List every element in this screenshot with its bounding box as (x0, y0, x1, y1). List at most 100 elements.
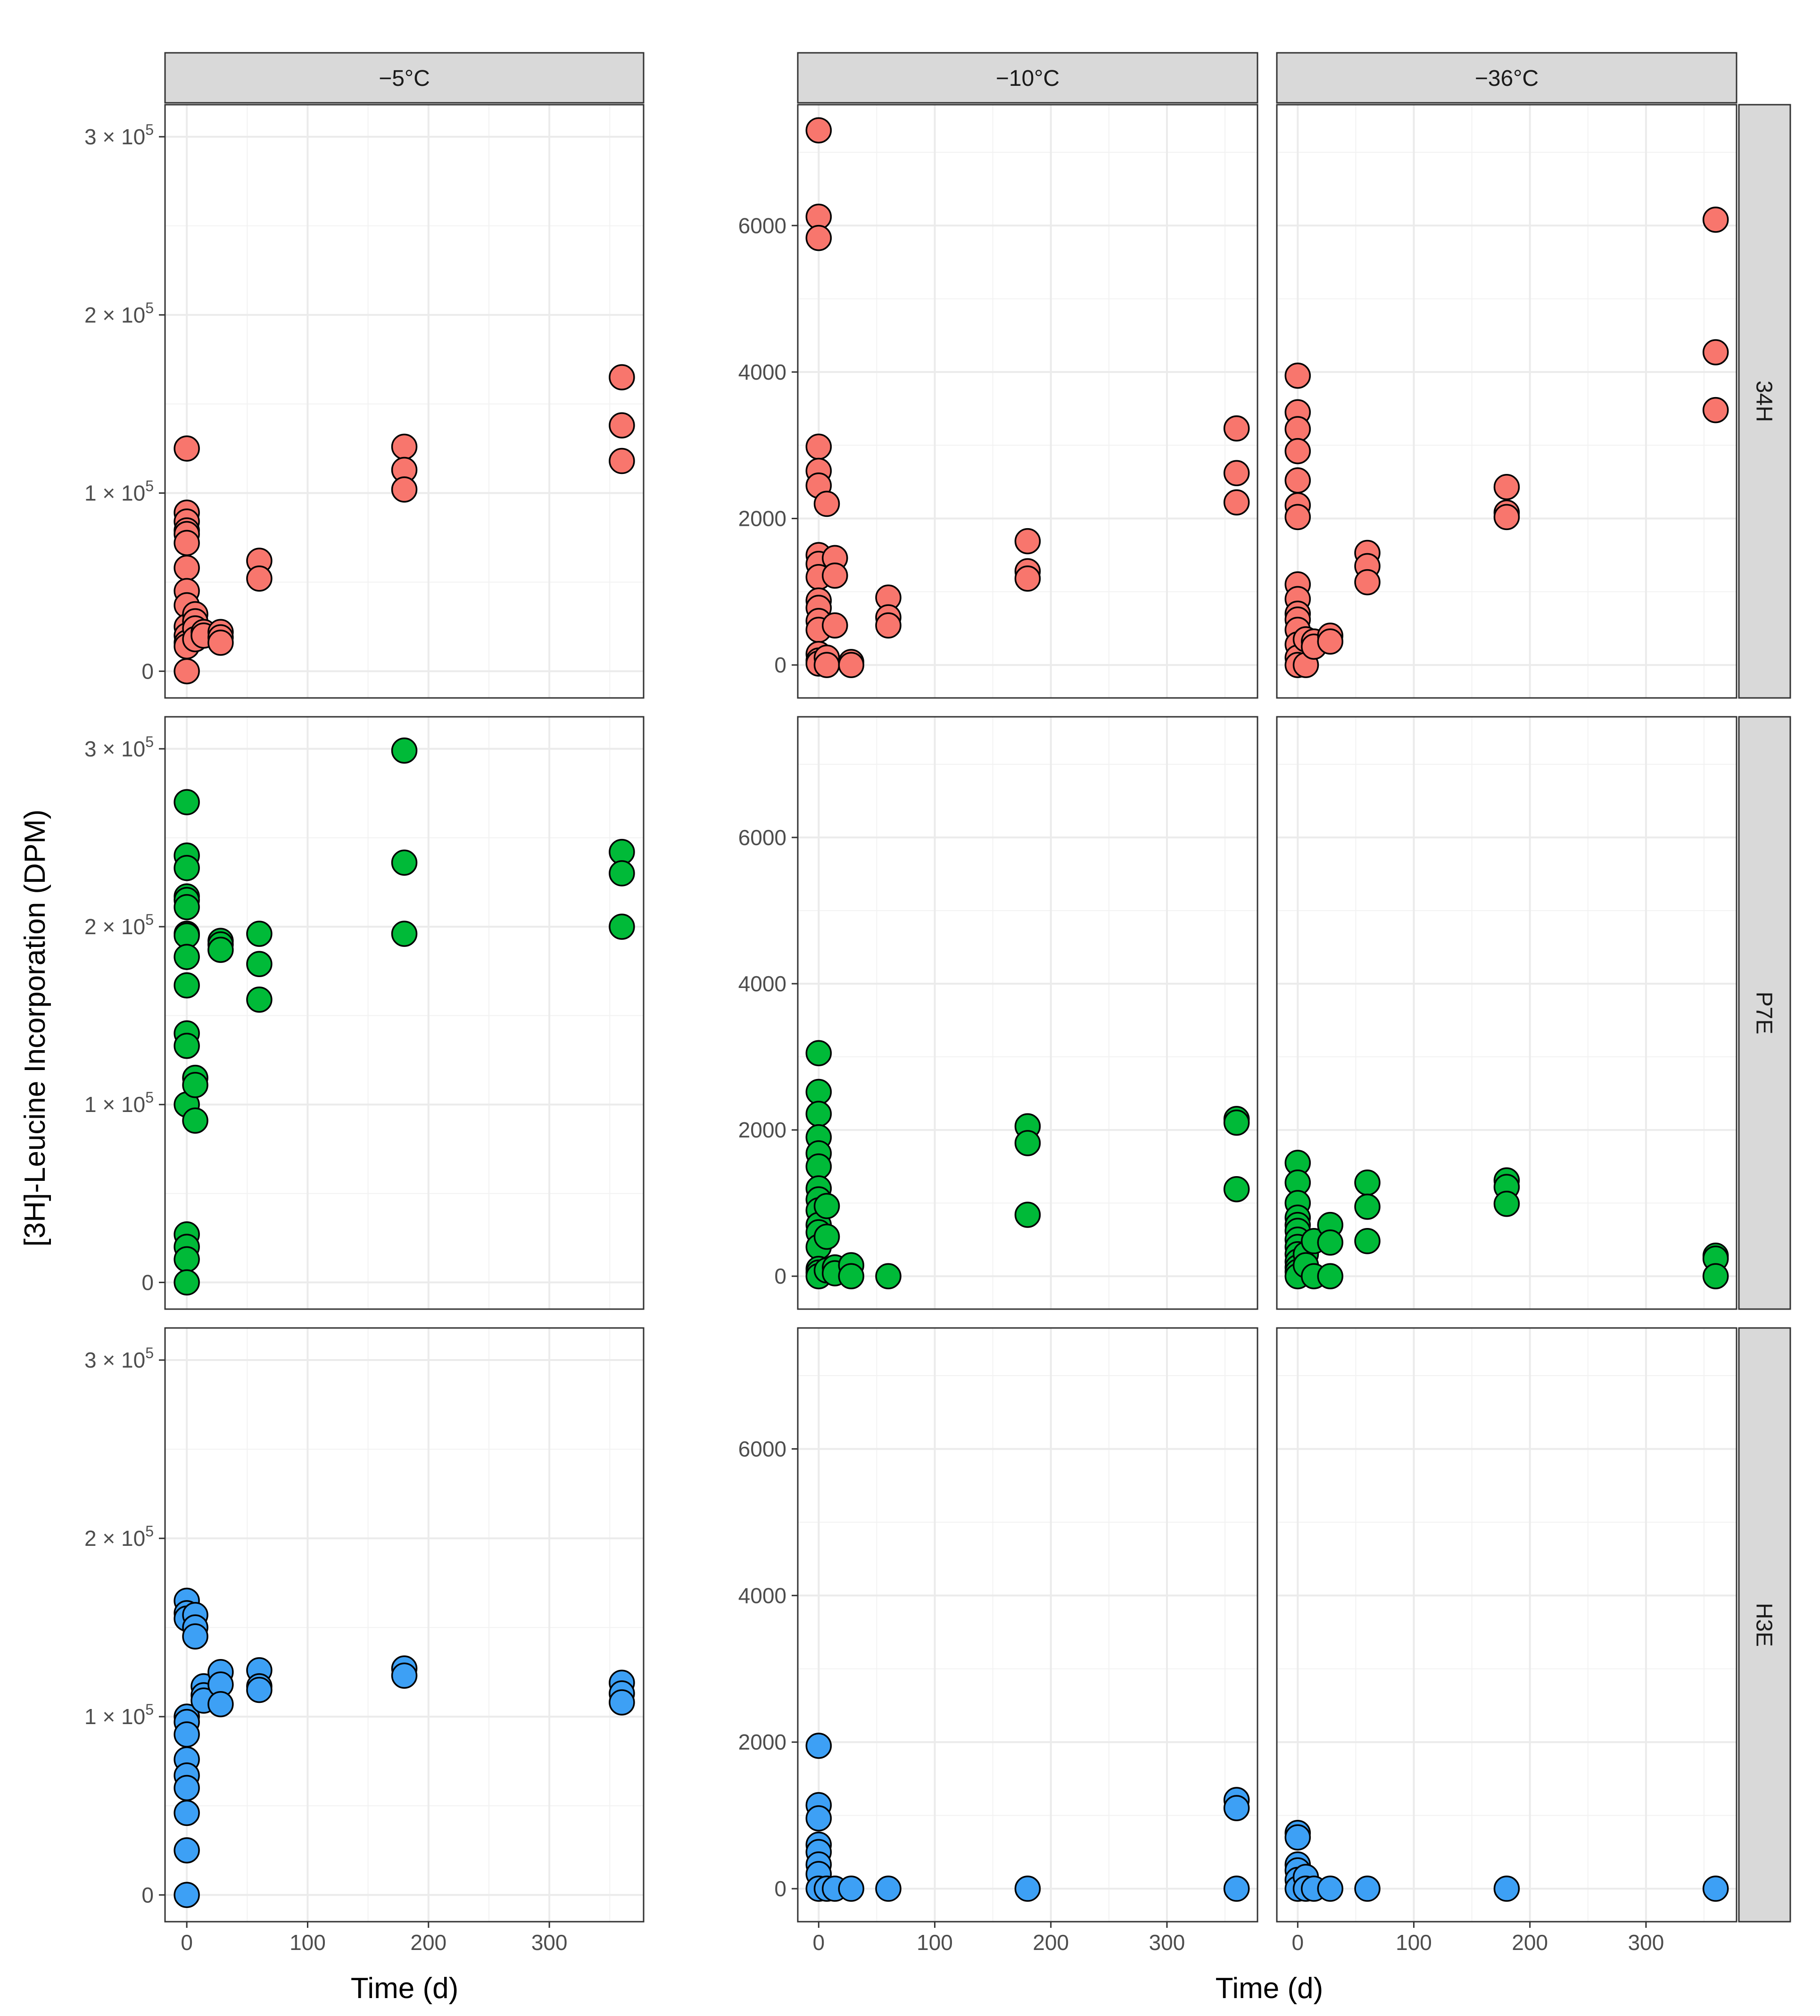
facet-strip-row (1738, 716, 1791, 1310)
data-point (391, 433, 418, 460)
panel-border (164, 104, 645, 699)
data-point (805, 1805, 832, 1832)
x-tick-label: 100 (290, 1930, 326, 1955)
data-point (1354, 1169, 1381, 1196)
y-tick-label: 2 × 105 (84, 299, 154, 327)
data-point (838, 652, 865, 678)
data-point (609, 1689, 635, 1716)
panel-border (164, 1327, 645, 1923)
data-point (838, 1263, 865, 1289)
data-point (174, 1775, 200, 1801)
x-tick-label: 0 (813, 1930, 825, 1955)
data-point (805, 1733, 832, 1759)
x-tick-label: 100 (917, 1930, 953, 1955)
data-point (805, 1040, 832, 1067)
data-point (174, 855, 200, 881)
data-point (391, 849, 418, 876)
data-point (207, 1691, 234, 1717)
data-point (207, 630, 234, 656)
data-point (609, 364, 635, 390)
panel-border (797, 716, 1258, 1310)
data-point (875, 1263, 902, 1289)
data-point (805, 1153, 832, 1180)
y-tick-label: 2 × 105 (84, 911, 154, 939)
facet-panel: 0 2000 4000 6000 (738, 716, 1258, 1310)
panel-border (164, 716, 645, 1310)
data-point (838, 1875, 865, 1902)
data-point (174, 1246, 200, 1273)
x-tick-label: 200 (1033, 1930, 1069, 1955)
x-tick-label: 300 (1628, 1930, 1664, 1955)
y-tick-label: 6000 (738, 825, 786, 850)
data-point (1493, 1875, 1520, 1902)
panel-background (798, 105, 1257, 698)
panel-background (165, 1328, 644, 1922)
data-point (875, 1875, 902, 1902)
data-point (1317, 1875, 1344, 1902)
data-point (174, 435, 200, 462)
y-tick-label: 0 (141, 1270, 154, 1294)
y-tick-label: 0 (141, 659, 154, 683)
facet-panel: 0 100 200 300 (1276, 1327, 1737, 1955)
y-tick-label: 6000 (738, 213, 786, 238)
y-tick-label: 1 × 105 (84, 478, 154, 506)
y-tick-label: 2000 (738, 1118, 786, 1142)
data-point (1493, 473, 1520, 500)
facet-strip-col-label: −5°C (379, 66, 430, 91)
facet-panel (1276, 716, 1737, 1310)
data-point (1702, 1875, 1729, 1902)
y-tick-label: 2000 (738, 1730, 786, 1754)
facet-strip-row (1738, 1327, 1791, 1923)
data-point (1317, 1229, 1344, 1256)
data-point (391, 921, 418, 947)
data-point (391, 1662, 418, 1689)
data-point (1284, 362, 1311, 389)
data-point (1354, 1875, 1381, 1902)
panel-background (165, 105, 644, 698)
data-point (805, 1079, 832, 1105)
data-point (822, 562, 848, 589)
x-axis-title-right: Time (d) (1216, 1972, 1323, 2005)
y-tick-label: 0 (774, 1876, 786, 1901)
facet-strip-col-label: −36°C (1475, 66, 1539, 91)
data-point (174, 658, 200, 685)
data-point (182, 1107, 208, 1134)
x-tick-label: 200 (1512, 1930, 1548, 1955)
y-tick-label: 2 × 105 (84, 1523, 154, 1551)
data-point (1014, 1202, 1041, 1228)
y-tick-label: 1 × 105 (84, 1701, 154, 1729)
data-point (1317, 1263, 1344, 1289)
data-point (1702, 207, 1729, 233)
data-point (1284, 438, 1311, 465)
data-point (246, 986, 273, 1013)
data-point (813, 1223, 840, 1250)
x-tick-label: 300 (1149, 1930, 1185, 1955)
panel-background (1277, 717, 1737, 1309)
panel-background (798, 1328, 1257, 1922)
data-point (805, 117, 832, 144)
data-point (391, 476, 418, 503)
data-point (1493, 1190, 1520, 1217)
x-tick-label: 300 (531, 1930, 568, 1955)
data-point (1284, 1824, 1311, 1851)
data-point (1354, 569, 1381, 596)
panel-border (1276, 1327, 1737, 1923)
facet-panel: 0 1 × 105 2 × 105 3 × 105 (84, 716, 645, 1310)
data-point (609, 412, 635, 439)
data-point (1493, 504, 1520, 531)
data-point (1014, 1130, 1041, 1156)
facet-strip-col-label: −10°C (996, 66, 1059, 91)
data-point (174, 1033, 200, 1059)
data-point (1354, 1228, 1381, 1254)
data-point (174, 1837, 200, 1864)
facet-strip-row-label: P7E (1752, 992, 1777, 1035)
y-tick-label: 6000 (738, 1436, 786, 1461)
data-point (1223, 460, 1250, 486)
data-point (822, 612, 848, 639)
data-point (1223, 1176, 1250, 1203)
y-tick-label: 0 (141, 1883, 154, 1907)
panel-background (1277, 1328, 1737, 1922)
y-tick-label: 2000 (738, 506, 786, 531)
data-point (1284, 467, 1311, 494)
data-point (609, 860, 635, 887)
